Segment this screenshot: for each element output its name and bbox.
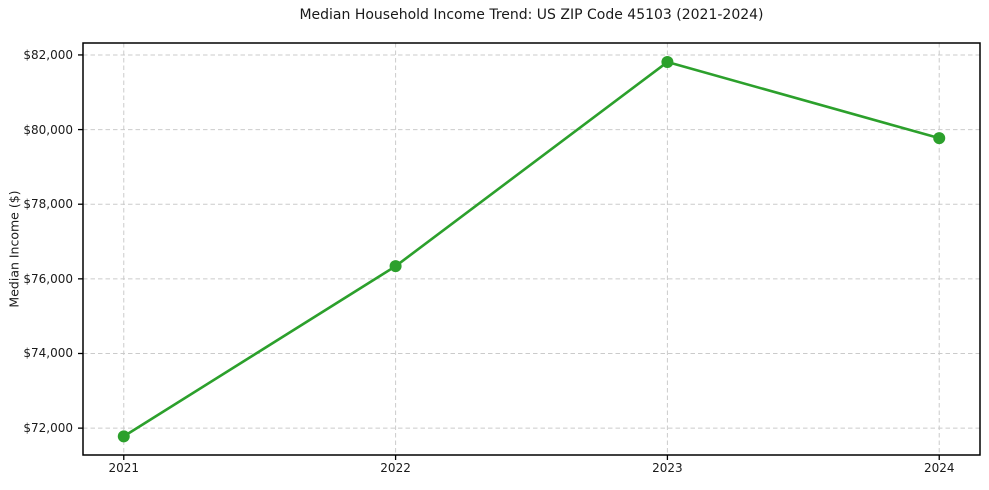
x-tick-label: 2023 bbox=[652, 461, 683, 475]
plot-border bbox=[82, 42, 981, 456]
chart-title: Median Household Income Trend: US ZIP Co… bbox=[299, 7, 764, 23]
y-tick-label: $72,000 bbox=[23, 421, 73, 436]
data-point bbox=[117, 430, 130, 443]
x-tick-label: 2021 bbox=[108, 461, 140, 475]
trend-line bbox=[122, 60, 941, 438]
x-tick-label: 2024 bbox=[923, 461, 955, 475]
data-point bbox=[661, 56, 674, 69]
data-point bbox=[389, 260, 402, 273]
y-tick-label: $82,000 bbox=[23, 47, 73, 62]
y-tick-label: $74,000 bbox=[23, 346, 73, 361]
data-point bbox=[933, 132, 946, 145]
y-tick-label: $78,000 bbox=[23, 197, 73, 212]
y-tick-label: $80,000 bbox=[23, 122, 73, 137]
x-tick-label: 2022 bbox=[380, 461, 411, 475]
y-tick-label: $76,000 bbox=[23, 271, 73, 286]
